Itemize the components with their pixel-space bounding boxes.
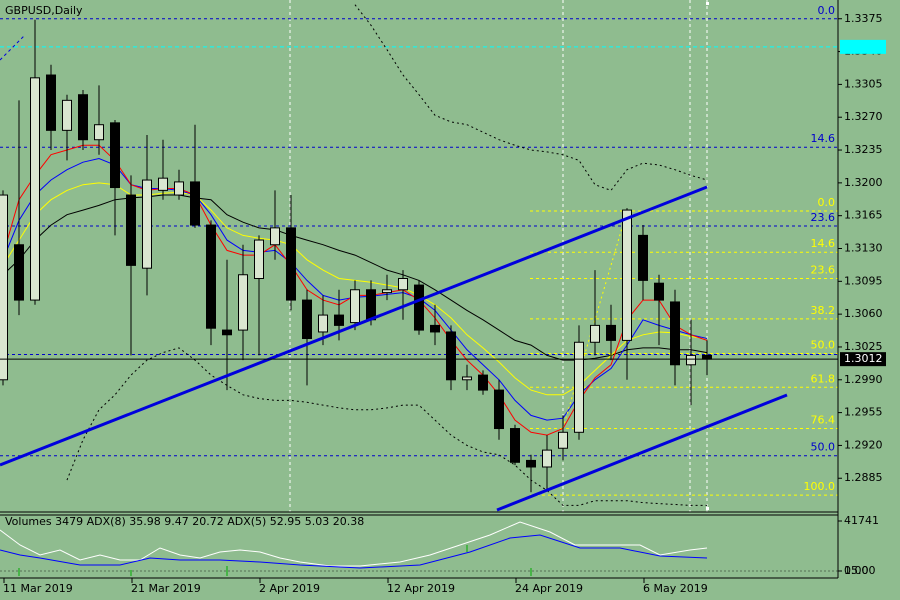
y-tick-label: 0.00	[844, 564, 869, 577]
adx-line	[0, 534, 708, 569]
bid-box	[840, 352, 886, 367]
price-level-box	[840, 39, 886, 54]
candle-body	[14, 244, 24, 301]
volume-bars	[18, 545, 532, 576]
y-tick-label: 41741	[844, 514, 879, 527]
indicator-panel: Volumes 3479 ADX(8) 35.98 9.47 20.72 ADX…	[0, 515, 838, 576]
candle-body	[46, 74, 56, 131]
candles	[0, 19, 712, 493]
trend-line	[496, 393, 788, 512]
candle-body	[542, 449, 552, 468]
x-tick-label: 11 Mar 2019	[3, 582, 73, 595]
indicator-line	[66, 347, 707, 506]
fib-label: 76.4	[811, 414, 836, 427]
candle-body	[382, 289, 392, 294]
y-tick-label: 1.3270	[844, 110, 883, 123]
candle-body	[606, 324, 616, 341]
candle-body	[62, 99, 72, 131]
y-tick-label: 1.3130	[844, 241, 883, 254]
candle-body	[638, 234, 648, 281]
x-tick-label: 21 Mar 2019	[131, 582, 201, 595]
candle-body	[350, 289, 360, 324]
candle-body	[670, 301, 680, 366]
candle-body	[430, 324, 440, 333]
y-tick-label: 1.2955	[844, 406, 883, 419]
y-tick-label: 1.3025	[844, 340, 883, 353]
y-tick-label: 1.3375	[844, 12, 883, 25]
y-tick-label: 1.3060	[844, 307, 883, 320]
fib-label: 61.8	[811, 372, 836, 385]
fib-label: 23.6	[811, 211, 836, 224]
candle-body	[318, 314, 328, 333]
fib-label: 14.6	[811, 132, 836, 145]
candle-body	[334, 314, 344, 326]
candle-body	[590, 324, 600, 343]
candle-body	[270, 227, 280, 246]
candle-body	[302, 299, 312, 340]
y-tick-label: 1.2920	[844, 438, 883, 451]
candle-body	[446, 331, 456, 381]
candle-body	[494, 389, 504, 430]
fib-label: 100.0	[804, 480, 836, 493]
y-tick-label: 1.2885	[844, 471, 883, 484]
candle-body	[110, 122, 120, 189]
x-tick-label: 12 Apr 2019	[387, 582, 455, 595]
y-tick-label: 1.3305	[844, 77, 883, 90]
candle-body	[558, 431, 568, 449]
candle-body	[94, 124, 104, 141]
marker	[706, 507, 709, 510]
candle-body	[622, 209, 632, 341]
candle-body	[30, 77, 40, 301]
candle-body	[286, 227, 296, 301]
candle-body	[574, 341, 584, 433]
candle-body	[366, 289, 376, 321]
y-tick-label: 1.2990	[844, 373, 883, 386]
x-tick-label: 6 May 2019	[643, 582, 708, 595]
candle-body	[510, 428, 520, 463]
adx-line	[0, 521, 708, 567]
x-tick-label: 24 Apr 2019	[515, 582, 583, 595]
candle-body	[654, 282, 664, 301]
fib-label: 14.6	[811, 237, 836, 250]
bid-label: 1.3012	[844, 352, 883, 365]
x-tick-label: 2 Apr 2019	[259, 582, 320, 595]
candle-body	[686, 354, 696, 366]
marker	[706, 2, 709, 5]
fib-label: 38.2	[811, 304, 836, 317]
candle-body	[462, 376, 472, 381]
fib-label: 0.0	[818, 196, 836, 209]
candle-body	[526, 459, 536, 468]
y-tick-label: 1.3165	[844, 209, 883, 222]
trend-line	[0, 185, 708, 467]
y-tick-label: 15.00	[844, 564, 876, 577]
indicator-title: Volumes 3479 ADX(8) 35.98 9.47 20.72 ADX…	[5, 515, 364, 528]
candle-body	[414, 284, 424, 331]
candle-body	[158, 177, 168, 191]
candle-body	[78, 94, 88, 141]
fib-label: 50.0	[811, 441, 836, 454]
y-tick-label: 1.3095	[844, 274, 883, 287]
chart-title: GBPUSD,Daily	[5, 4, 83, 17]
candle-body	[0, 194, 8, 381]
candle-body	[190, 181, 200, 226]
y-tick-label: 1.3235	[844, 143, 883, 156]
candle-body	[126, 194, 136, 266]
fib-label: 23.6	[811, 264, 836, 277]
fib-label: 50.0	[811, 339, 836, 352]
candle-body	[702, 354, 712, 360]
candle-body	[238, 274, 248, 331]
candle-body	[478, 374, 488, 391]
candle-body	[206, 224, 216, 329]
candle-body	[174, 181, 184, 196]
fib-label: 0.0	[818, 4, 836, 17]
levels: 0.0 14.6 23.6 50.0 0.0 14.6 23.6 38.2 50.0 61.8 76…	[0, 4, 838, 496]
y-tick-label: 1.3200	[844, 176, 883, 189]
candle-body	[222, 329, 232, 336]
candle-body	[398, 278, 408, 291]
candle-body	[254, 239, 264, 280]
candle-body	[142, 179, 152, 269]
